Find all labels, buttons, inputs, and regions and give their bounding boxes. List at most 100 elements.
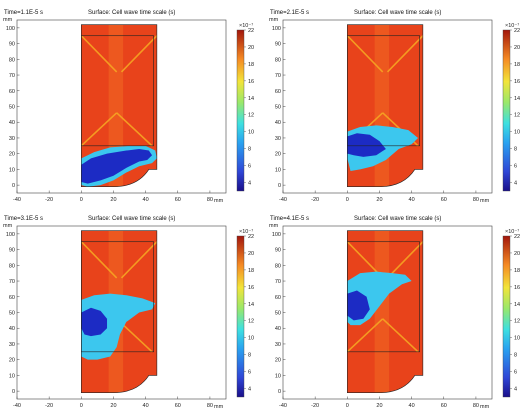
low-region-core <box>347 133 386 157</box>
field-band <box>374 230 390 393</box>
ridge <box>347 35 384 73</box>
colorbar-tick-label: 16 <box>248 285 254 291</box>
colorbar-tick-label: 16 <box>248 79 254 85</box>
y-tick-label: 50 <box>275 311 281 317</box>
y-tick-label: 80 <box>275 263 281 269</box>
x-tick-label: 20 <box>110 197 116 203</box>
time-label: Time=2.1E-5 s <box>270 10 309 16</box>
y-tick-label: 10 <box>275 373 281 379</box>
x-tick-label: -40 <box>13 197 21 203</box>
colorbar-tick-label: 18 <box>248 62 254 68</box>
time-label: Time=4.1E-5 s <box>270 216 309 222</box>
y-unit: mm <box>269 223 279 229</box>
x-unit: mm <box>214 198 224 204</box>
x-tick-label: -40 <box>13 403 21 409</box>
y-tick-label: 30 <box>275 136 281 142</box>
y-unit: mm <box>269 17 279 23</box>
y-tick-label: 0 <box>278 389 281 395</box>
x-tick-label: 0 <box>346 197 349 203</box>
domain <box>347 24 423 187</box>
y-tick-label: 70 <box>275 279 281 285</box>
y-tick-label: 20 <box>275 358 281 364</box>
colorbar-tick-label: 12 <box>248 113 254 119</box>
domain <box>81 230 157 393</box>
y-tick-label: 30 <box>9 136 15 142</box>
colorbar-tick-label: 8 <box>248 147 251 153</box>
y-unit: mm <box>3 223 13 229</box>
colorbar-tick-label: 4 <box>248 181 251 187</box>
y-tick-label: 50 <box>9 311 15 317</box>
y-tick-label: 40 <box>9 326 15 332</box>
colorbar-tick-label: 18 <box>514 268 520 274</box>
low-region-edge <box>81 293 156 360</box>
y-tick-label: 0 <box>278 183 281 189</box>
colorbar-tick-label: 18 <box>248 268 254 274</box>
chart-title: Surface: Cell wave time scale (s) <box>354 216 441 222</box>
colorbar-label: ×10⁻⁷ <box>239 22 253 29</box>
domain-outline <box>81 230 158 394</box>
colorbar-tick-label: 10 <box>514 130 520 136</box>
y-tick-label: 20 <box>9 152 15 158</box>
colorbar-label: ×10⁻⁷ <box>505 228 519 235</box>
colorbar-tick-label: 14 <box>248 96 254 102</box>
ridge <box>386 35 423 73</box>
y-tick-label: 100 <box>6 26 15 32</box>
x-tick-label: 0 <box>80 403 83 409</box>
colorbar-tick-label: 16 <box>514 285 520 291</box>
colorbar-tick-label: 16 <box>514 79 520 85</box>
panel-2: Time=2.1E-5 s Surface: Cell wave time sca… <box>269 10 520 204</box>
colorbar-tick-label: 10 <box>514 336 520 342</box>
colorbar-tick-label: 6 <box>514 164 517 170</box>
colorbar-tick-label: 12 <box>514 113 520 119</box>
colorbar-tick-label: 22 <box>514 28 520 34</box>
colorbar <box>236 29 245 192</box>
y-tick-label: 70 <box>9 73 15 79</box>
x-tick-label: -40 <box>279 197 287 203</box>
y-tick-label: 40 <box>275 120 281 126</box>
x-unit: mm <box>480 404 490 410</box>
x-tick-label: 60 <box>175 197 181 203</box>
x-tick-label: -20 <box>45 403 53 409</box>
colorbar-tick-label: 20 <box>514 251 520 257</box>
ridge <box>120 35 157 73</box>
panel-1: Time=1.1E-5 s Surface: Cell wave time sca… <box>3 10 254 204</box>
chart-title: Surface: Cell wave time scale (s) <box>88 216 175 222</box>
x-tick-label: 40 <box>143 403 149 409</box>
ridge <box>81 35 118 73</box>
y-tick-label: 50 <box>9 105 15 111</box>
y-tick-label: 90 <box>275 42 281 48</box>
colorbar-tick-label: 4 <box>248 387 251 393</box>
y-tick-label: 0 <box>12 183 15 189</box>
x-tick-label: 60 <box>441 197 447 203</box>
y-tick-label: 80 <box>9 263 15 269</box>
y-tick-label: 100 <box>272 232 281 238</box>
colorbar-tick-label: 8 <box>514 147 517 153</box>
low-region-core <box>81 307 108 337</box>
colorbar-tick-label: 6 <box>248 164 251 170</box>
time-label: Time=1.1E-5 s <box>4 10 43 16</box>
colorbar-tick-label: 20 <box>248 251 254 257</box>
x-tick-label: 80 <box>207 403 213 409</box>
ridge <box>81 112 118 147</box>
y-tick-label: 30 <box>275 342 281 348</box>
x-tick-label: 60 <box>441 403 447 409</box>
y-tick-label: 10 <box>275 167 281 173</box>
ridge <box>120 241 157 279</box>
colorbar-tick-label: 22 <box>514 234 520 240</box>
domain <box>347 230 423 393</box>
y-tick-label: 90 <box>9 42 15 48</box>
colorbar-tick-label: 20 <box>514 45 520 51</box>
y-tick-label: 0 <box>12 389 15 395</box>
ridge <box>382 318 419 353</box>
x-tick-label: 20 <box>376 403 382 409</box>
colorbar-tick-label: 18 <box>514 62 520 68</box>
time-label: Time=3.1E-5 s <box>4 216 43 222</box>
x-tick-label: 80 <box>473 197 479 203</box>
colorbar-tick-label: 8 <box>514 353 517 359</box>
y-tick-label: 80 <box>9 57 15 63</box>
domain-outline <box>81 24 158 188</box>
colorbar-tick-label: 14 <box>514 96 520 102</box>
colorbar-tick-label: 12 <box>248 319 254 325</box>
colorbar <box>236 235 245 398</box>
